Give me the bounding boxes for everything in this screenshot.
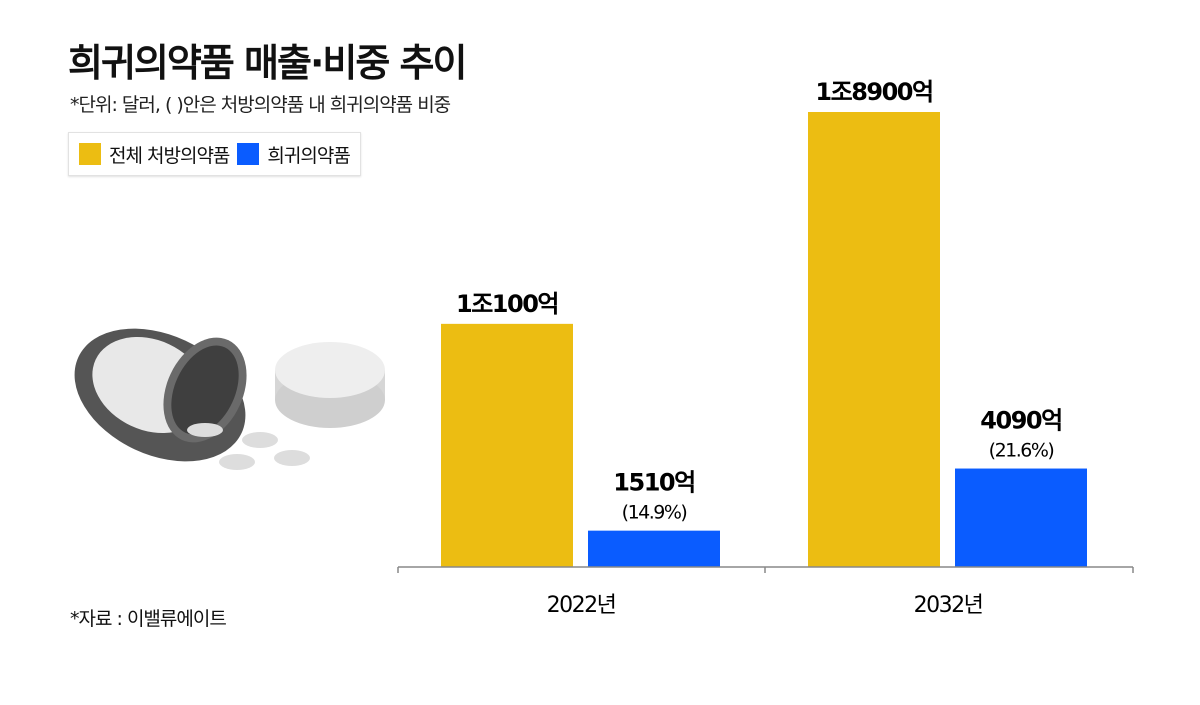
source-note: *자료 : 이밸류에이트 [70,608,227,630]
chart-subtitle: *단위: 달러, ( )안은 처방의약품 내 희귀의약품 비중 [70,94,451,116]
x-tick-label: 2032년 [914,593,983,618]
bar-total [808,112,940,567]
chart-title: 희귀의약품 매출·비중 추이 [68,41,467,85]
share-label: (21.6%) [989,440,1054,462]
legend-swatch-rare [237,143,260,165]
legend: 전체 처방의약품 희귀의약품 [68,132,361,176]
legend-item-rare: 희귀의약품 [237,141,351,168]
share-label: (14.9%) [622,502,687,524]
data-label: 4090억 [980,407,1061,435]
legend-item-total: 전체 처방의약품 [79,141,230,168]
bar-rare [955,468,1087,567]
data-label: 1510억 [613,469,694,497]
data-label: 1조8900억 [815,78,932,106]
x-tick-label: 2022년 [547,593,616,618]
data-label: 1조100억 [456,290,558,318]
legend-label-rare: 희귀의약품 [267,144,350,167]
legend-label-total: 전체 처방의약품 [109,144,230,167]
pill-bottle-icon [74,328,385,470]
bar-total [441,323,573,567]
legend-swatch-total [79,143,101,165]
bar-rare [588,530,720,567]
